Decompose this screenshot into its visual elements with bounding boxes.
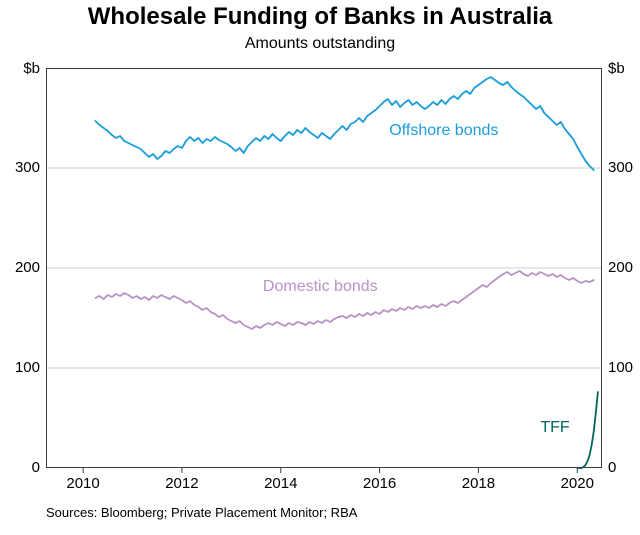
plot-area (46, 68, 602, 473)
series-label-offshore-bonds: Offshore bonds (389, 122, 499, 139)
x-tick-label: 2016 (362, 475, 397, 492)
y-tick-label-left: 200 (14, 259, 40, 276)
y-tick-label-right: 100 (608, 359, 634, 376)
x-tick-label: 2010 (66, 475, 100, 492)
series-line-tff (576, 391, 599, 469)
chart-title: Wholesale Funding of Banks in Australia (87, 3, 553, 30)
x-tick-label: 2014 (264, 475, 298, 492)
y-tick-label-right: 200 (608, 259, 634, 276)
y-tick-label-right: 0 (608, 459, 617, 476)
series-line-offshore-bonds (94, 76, 595, 171)
y-tick-label-left: 0 (31, 459, 40, 476)
y-axis-unit-left: $b (23, 60, 40, 77)
y-axis-unit-right: $b (608, 60, 625, 77)
x-tick-label: 2020 (560, 475, 594, 492)
chart-subtitle: Amounts outstanding (244, 35, 396, 52)
x-tick-label: 2018 (461, 475, 496, 492)
source-note: Sources: Bloomberg; Private Placement Mo… (46, 505, 358, 520)
y-tick-label-left: 300 (14, 159, 40, 176)
series-line-domestic-bonds (94, 270, 595, 330)
y-tick-label-right: 300 (608, 159, 634, 176)
series-label-tff: TFF (540, 419, 570, 436)
x-tick-label: 2012 (165, 475, 199, 492)
plot-frame (46, 68, 602, 468)
series-label-domestic-bonds: Domestic bonds (262, 278, 378, 295)
y-tick-label-left: 100 (14, 359, 40, 376)
